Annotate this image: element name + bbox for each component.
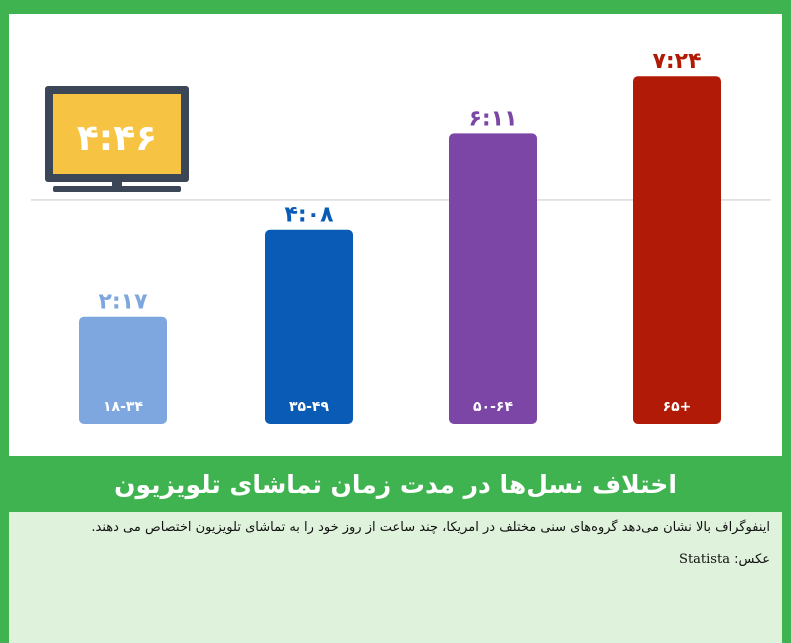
category-label: ۳۵-۴۹ — [289, 399, 329, 415]
chart-area: ۴:۴۶ ۲:۱۷ ۱۸-۳۴ ۴:۰۸ ۳۵-۴۹ ۶:۱۱ ۵۰-۶۴ ۷:۲۴ ۶۵+ — [9, 14, 782, 456]
credit-label: عکس: — [734, 552, 770, 567]
bar-value-label: ۶:۱۱ — [468, 106, 517, 131]
tv-screen — [53, 94, 181, 174]
caption-box: اینفوگراف بالا نشان می‌دهد گروه‌های سنی … — [9, 512, 782, 643]
bar-chart: ۴:۴۶ ۲:۱۷ ۱۸-۳۴ ۴:۰۸ ۳۵-۴۹ ۶:۱۱ ۵۰-۶۴ ۷:۲۴ ۶۵+ — [31, 49, 771, 425]
category-label: ۶۵+ — [663, 399, 692, 415]
tv-icon — [45, 86, 189, 192]
tv-neck — [112, 182, 122, 188]
bar-4 — [633, 76, 721, 424]
category-label: ۱۸-۳۴ — [103, 399, 143, 415]
bar-2 — [265, 229, 353, 424]
average-value-label: ۴:۴۶ — [77, 118, 157, 159]
bar-3 — [449, 133, 537, 425]
bar-1 — [79, 316, 167, 424]
page-title: اختلاف نسل‌ها در مدت زمان تماشای تلویزیو… — [114, 469, 677, 499]
tv-stand — [53, 186, 181, 192]
bar-value-label: ۴:۰۸ — [284, 203, 334, 228]
bar-value-label: ۷:۲۴ — [652, 49, 701, 74]
category-label: ۵۰-۶۴ — [473, 399, 513, 415]
image-credit: عکس: Statista — [21, 552, 770, 567]
credit-source: Statista — [679, 552, 730, 567]
caption-text: اینفوگراف بالا نشان می‌دهد گروه‌های سنی … — [91, 520, 770, 535]
title-banner: اختلاف نسل‌ها در مدت زمان تماشای تلویزیو… — [0, 456, 791, 512]
bar-value-label: ۲:۱۷ — [98, 290, 148, 315]
